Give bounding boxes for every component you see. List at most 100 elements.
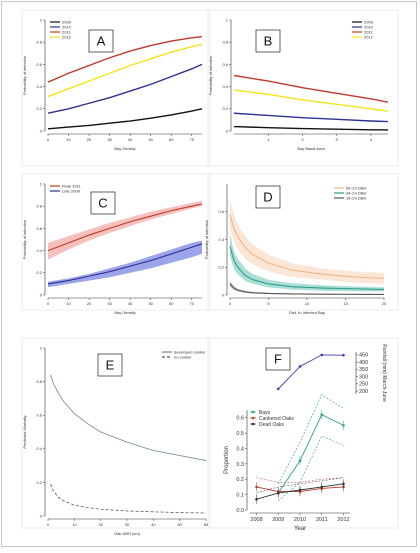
y-tick-label-e: 0.2: [36, 480, 42, 485]
y-tick-label-b: 0.2: [222, 106, 228, 111]
y-tick-label-b: 0.6: [222, 62, 228, 67]
series-line-b-2012: [233, 89, 389, 112]
point-Dead Oaks: [298, 488, 302, 492]
series-line-Bays: [277, 414, 344, 494]
legend-label-a: 2010: [62, 24, 72, 29]
series-line-a-2012: [47, 43, 203, 98]
panel-label-box-e: [97, 353, 123, 377]
legend-label-d: 16 cm DBH: [346, 195, 367, 200]
x-axis-label-proportion: Year: [294, 526, 306, 532]
point-Bays: [298, 459, 302, 463]
legend-label-b: 2009: [364, 19, 374, 24]
x-axis-label-a: Bay Density: [114, 146, 135, 151]
panel-label-b: B: [264, 34, 273, 49]
y-tick-label-e: 1: [40, 345, 43, 350]
y-tick-label-a: 1: [40, 17, 43, 22]
y-tick-label-a: 0.2: [36, 106, 42, 111]
y-tick-label-rainfall: 400: [359, 360, 368, 366]
x-tick-label-proportion: 2009: [272, 517, 284, 523]
x-tick-label-c: 50: [148, 301, 153, 306]
legend-label-b: 2010: [364, 24, 374, 29]
legend-label-e: developed canker: [174, 349, 206, 354]
ci-line-dead: [256, 477, 344, 494]
x-tick-label-a: 10: [66, 137, 71, 142]
series-line-b-2011: [233, 74, 389, 103]
legend-label-proportion: Cankered Oaks: [259, 416, 294, 422]
x-tick-label-a: 50: [148, 137, 153, 142]
x-tick-label-proportion: 2012: [337, 517, 349, 523]
panel-label-f: F: [274, 352, 282, 367]
panel-label-e: E: [106, 358, 115, 373]
x-tick-label-c: 10: [66, 301, 71, 306]
point-Bays: [320, 413, 324, 416]
series-line-c: [47, 243, 203, 285]
ci-line-bays: [278, 435, 344, 501]
x-axis-label-b: Bay Basal Area: [297, 146, 325, 151]
y-axis-label-d: Probability of infection: [204, 220, 209, 259]
x-tick-label-c: 30: [107, 301, 112, 306]
series-line-d: [229, 214, 385, 279]
y-tick-label-b: 0.4: [222, 84, 228, 89]
y-axis-label-proportion: Proportion: [224, 446, 230, 474]
x-tick-label-c: 60: [169, 301, 174, 306]
y-tick-label-c: 0: [40, 292, 43, 297]
series-line-c: [47, 203, 203, 252]
x-tick-label-a: 70: [190, 137, 195, 142]
x-tick-label-c: 70: [190, 301, 195, 306]
point-Cankered Oaks: [255, 485, 258, 489]
x-axis-label-d: Dist. to Infected Bay: [289, 310, 325, 315]
point-Dead Oaks: [320, 485, 324, 489]
legend-label-b: 2011: [364, 29, 373, 34]
point-Dead Oaks: [342, 482, 345, 486]
point-Dead Oaks: [255, 497, 258, 501]
legend-label-proportion: Dead Oaks: [259, 422, 285, 428]
series-line-e: [50, 483, 207, 514]
y-tick-label-e: 0.6: [36, 413, 42, 418]
series-line-e: [50, 374, 207, 461]
panel-frame-d: [207, 173, 399, 311]
y-tick-label-proportion: 0.0: [236, 508, 244, 514]
x-tick-label-a: 40: [128, 137, 133, 142]
x-tick-label-c: 20: [87, 301, 92, 306]
panel-label-box-a: [88, 29, 114, 53]
x-tick-label-d: 0: [229, 301, 232, 306]
legend-label-d: 56 cm DBH: [346, 185, 367, 190]
panel-label-box-c: [90, 191, 116, 215]
series-line-a-2010: [47, 63, 203, 114]
y-tick-label-e: 0.4: [36, 446, 42, 451]
series-line-a-2011: [47, 35, 203, 83]
series-line-b-2009: [233, 125, 389, 131]
y-tick-label-a: 0.8: [36, 40, 42, 45]
x-tick-label-c: 40: [128, 301, 133, 306]
figure-frame: 0 0.2 0.4 0.6 0.8 1 0 10 20 30 40 50 60 70 Bay Density…: [1, 1, 417, 547]
ci-band-c: [48, 240, 202, 288]
x-tick-label-d: 20: [382, 301, 387, 306]
legend-label-a: 2009: [62, 19, 72, 24]
legend-label-d: 34 cm DBH: [346, 190, 367, 195]
point-rainfall: [298, 365, 302, 368]
ci-line-cankered: [256, 477, 344, 483]
x-tick-label-d: 10: [305, 301, 310, 306]
series-line-d: [229, 246, 385, 290]
x-tick-label-e: 0: [47, 522, 50, 527]
y-axis-label-e: Predicted Mortality: [22, 415, 27, 448]
x-tick-label-b: 2: [301, 137, 304, 142]
y-tick-label-proportion: 0.5: [236, 431, 244, 437]
point-rainfall: [276, 387, 280, 391]
panel-frame-a: [21, 9, 211, 167]
y-tick-label-rainfall: 300: [359, 374, 368, 380]
y-axis-label-c: Probability of infection: [22, 220, 27, 259]
x-tick-label-a: 0: [47, 137, 50, 142]
y-tick-label-a: 0.4: [36, 84, 42, 89]
x-tick-label-b: 4: [370, 137, 373, 142]
y-tick-label-c: 1: [40, 181, 43, 186]
y-tick-label-proportion: 0.4: [236, 446, 244, 452]
x-tick-label-e: 30: [125, 522, 130, 527]
y-tick-label-e: 0: [40, 513, 43, 518]
legend-label-proportion: Bays: [259, 410, 271, 416]
point-rainfall: [342, 353, 345, 357]
y-tick-label-a: 0.6: [36, 62, 42, 67]
y-tick-label-b: 0.8: [222, 40, 228, 45]
panel-label-d: D: [263, 190, 272, 205]
y-axis-label-b: Probability of infection: [208, 56, 213, 95]
